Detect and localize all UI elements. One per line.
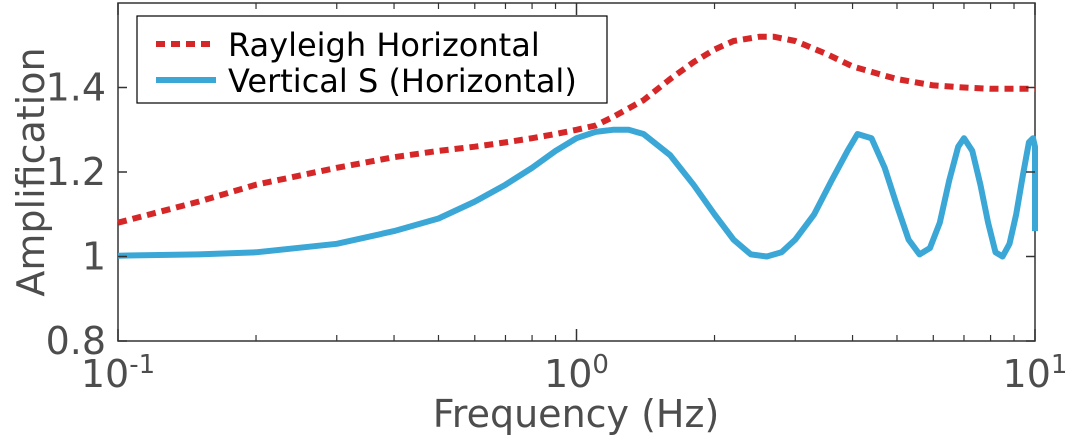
legend-label-rayleigh: Rayleigh Horizontal: [228, 26, 540, 64]
x-tick-label: 10-1: [81, 350, 155, 396]
x-ticks: 10-1 100 101: [81, 3, 1066, 396]
y-tick-label: 1.2: [46, 150, 106, 194]
x-axis-label: Frequency (Hz): [433, 392, 720, 436]
y-tick-label: 1: [82, 235, 106, 279]
y-ticks: 0.8 1 1.2 1.4: [46, 66, 1035, 363]
series-group: [117, 33, 1038, 260]
legend: Rayleigh Horizontal Vertical S (Horizont…: [136, 15, 608, 104]
legend-label-vertical-s: Vertical S (Horizontal): [228, 62, 577, 100]
y-tick-label: 1.4: [46, 66, 106, 110]
x-tick-label: 101: [1003, 350, 1066, 396]
plot-area: 0.8 1 1.2 1.4 10-1 100 101: [46, 2, 1066, 396]
series-line-0: [117, 33, 1035, 226]
y-tick-label: 0.8: [46, 319, 106, 363]
y-axis-label: Amplification: [9, 47, 53, 296]
x-tick-label: 100: [544, 350, 609, 396]
legend-box: [136, 15, 608, 104]
series-line-1: [117, 126, 1038, 260]
